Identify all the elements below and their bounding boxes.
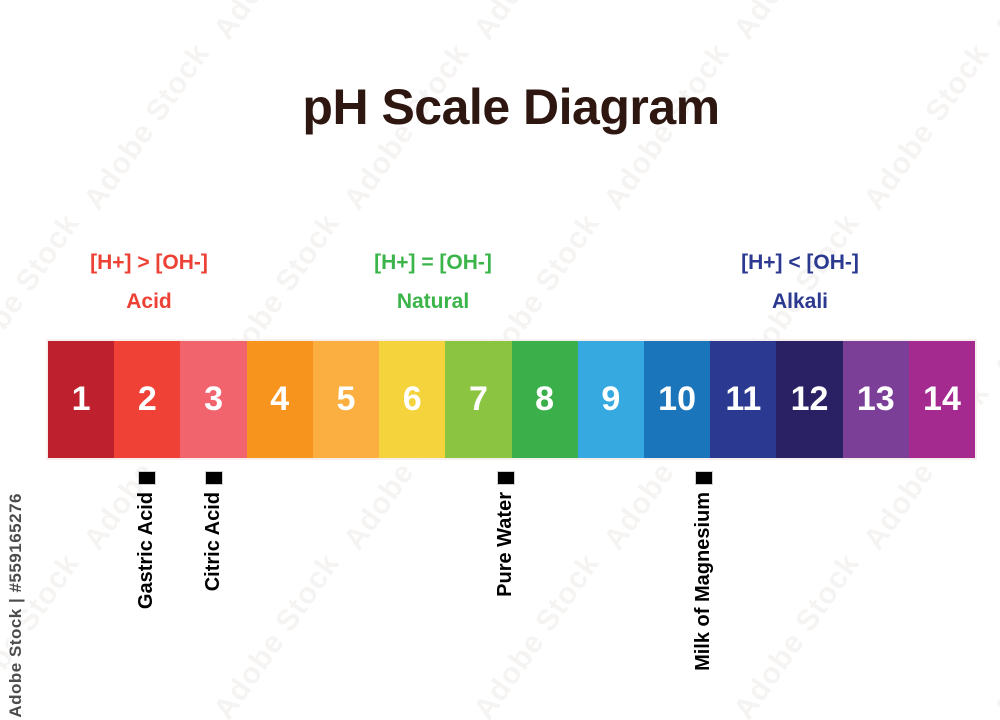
natural-label: Natural bbox=[396, 290, 470, 313]
region-acid: [H+] > [OH-] Acid bbox=[90, 251, 208, 314]
ph-segment-4: 4 bbox=[246, 341, 313, 458]
marker-tick bbox=[204, 471, 223, 485]
marker-tick bbox=[694, 471, 713, 485]
ph-number: 3 bbox=[204, 380, 223, 418]
watermark-tile: Adobe Stock bbox=[728, 0, 867, 46]
marker-label: Pure Water bbox=[494, 492, 517, 597]
watermark-tile: Adobe Stock bbox=[987, 208, 1000, 386]
ph-scale-bar: 1 2 3 4 5 6 7 8 9 10 11 12 13 14 bbox=[48, 341, 976, 458]
ph-number: 6 bbox=[402, 380, 422, 418]
ph-segment-14: 14 bbox=[908, 341, 976, 458]
ph-number: 13 bbox=[856, 380, 895, 418]
ph-segment-12: 12 bbox=[776, 341, 843, 458]
watermark-tile: Adobe Stock bbox=[987, 548, 1000, 720]
ph-segment-2: 2 bbox=[114, 341, 181, 458]
ph-segment-8: 8 bbox=[511, 341, 578, 458]
ph-number: 9 bbox=[601, 380, 621, 418]
watermark-tile: Adobe Stock bbox=[77, 37, 217, 216]
ph-segment-11: 11 bbox=[710, 341, 777, 458]
ph-segment-13: 13 bbox=[842, 341, 909, 458]
region-natural: [H+] = [OH-] Natural bbox=[374, 251, 492, 314]
ph-number: 5 bbox=[336, 380, 356, 418]
ph-segment-3: 3 bbox=[180, 341, 247, 458]
alkali-formula: [H+] < [OH-] bbox=[741, 251, 859, 274]
watermark-tile: Adobe Stock bbox=[857, 37, 997, 216]
marker-tick bbox=[138, 471, 157, 485]
ph-segment-10: 10 bbox=[643, 341, 711, 458]
marker-label: Milk of Magnesium bbox=[691, 492, 714, 671]
watermark-tile: Adobe Stock bbox=[468, 0, 607, 46]
marker-label: Citric Acid bbox=[201, 492, 224, 592]
ph-segment-1: 1 bbox=[48, 341, 115, 458]
ph-number: 10 bbox=[658, 380, 696, 418]
ph-segment-6: 6 bbox=[379, 341, 446, 458]
ph-number: 4 bbox=[270, 380, 290, 418]
ph-number: 7 bbox=[468, 380, 488, 418]
watermark-tile: Adobe Stock bbox=[207, 547, 347, 720]
page-title: pH Scale Diagram bbox=[302, 79, 720, 135]
alkali-label: Alkali bbox=[771, 290, 829, 313]
ph-segment-5: 5 bbox=[312, 341, 380, 458]
ph-number: 1 bbox=[71, 380, 91, 418]
watermark-tile: Adobe Stock bbox=[208, 0, 347, 46]
watermark-tile: Adobe Stock bbox=[988, 0, 1000, 46]
region-alkali: [H+] < [OH-] Alkali bbox=[741, 251, 859, 314]
ph-number: 14 bbox=[923, 380, 961, 418]
watermark-tile: Adobe Stock bbox=[0, 0, 87, 46]
acid-formula: [H+] > [OH-] bbox=[90, 251, 208, 274]
ph-segment-9: 9 bbox=[577, 341, 644, 458]
ph-segment-7: 7 bbox=[445, 341, 512, 458]
ph-number: 12 bbox=[790, 380, 829, 418]
stock-id-watermark: Adobe Stock | #559165276 bbox=[6, 493, 25, 718]
ph-number: 11 bbox=[725, 380, 762, 418]
marker-tick bbox=[497, 471, 516, 485]
ph-number: 2 bbox=[137, 380, 157, 418]
acid-label: Acid bbox=[126, 290, 172, 313]
watermark-tile: Adobe Stock bbox=[467, 547, 607, 720]
natural-formula: [H+] = [OH-] bbox=[374, 251, 492, 274]
ph-number: 8 bbox=[535, 380, 555, 418]
watermark-tile: Adobe Stock bbox=[727, 547, 867, 720]
marker-label: Gastric Acid bbox=[135, 492, 158, 610]
